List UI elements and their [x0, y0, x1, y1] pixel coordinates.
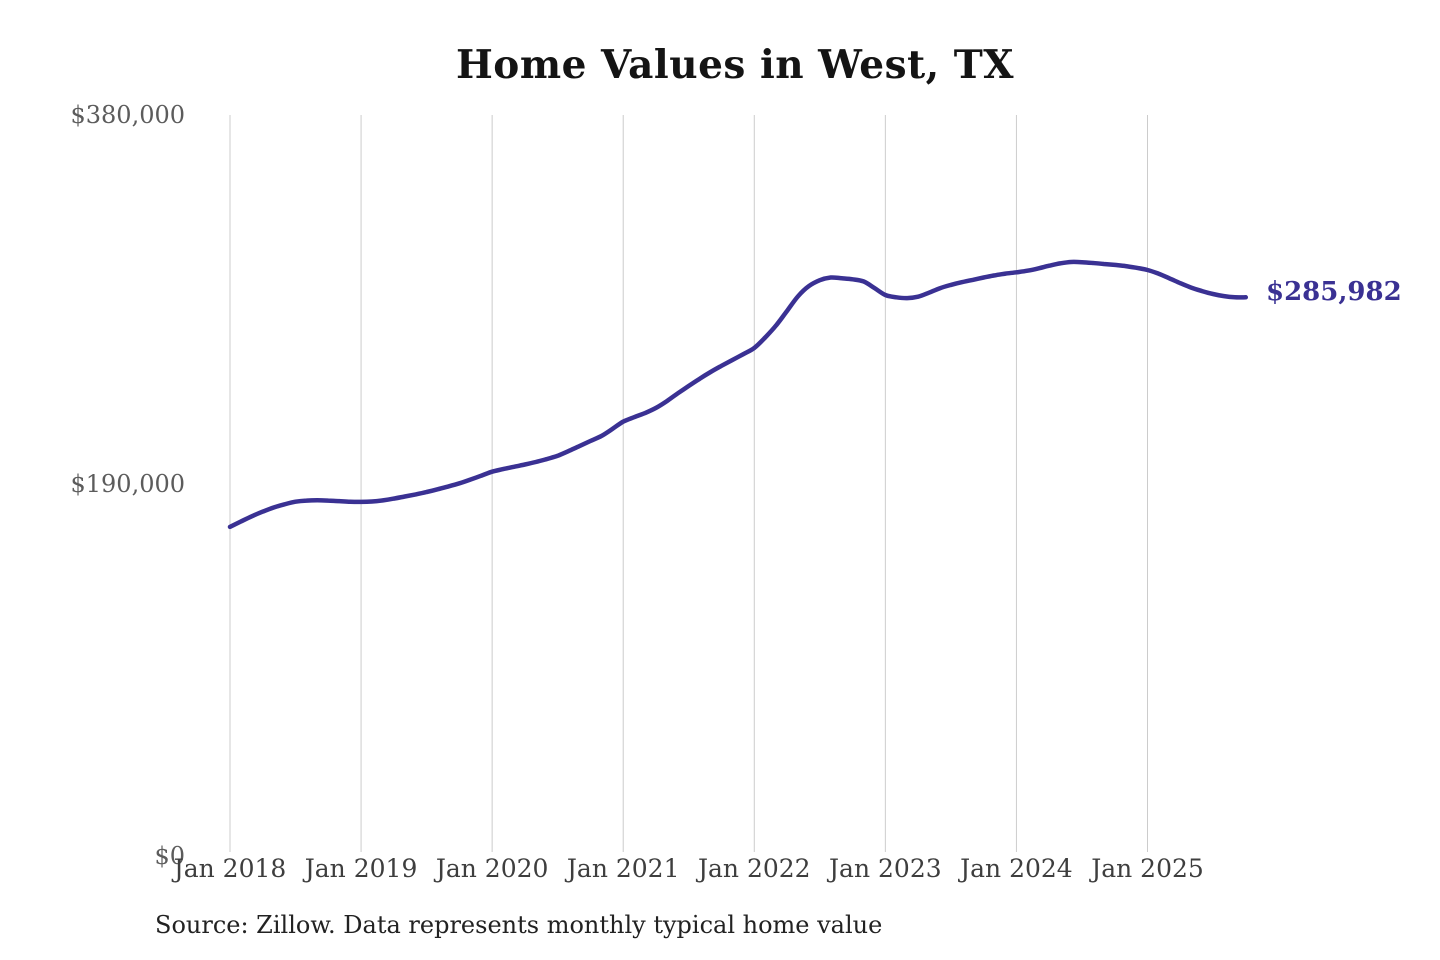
x-axis-label-jan-2022: Jan 2022 [697, 854, 811, 883]
chart-title: Home Values in West, TX [455, 42, 1015, 88]
source-note: Source: Zillow. Data represents monthly … [155, 911, 883, 939]
x-axis-label-jan-2020: Jan 2020 [435, 854, 549, 883]
y-axis-label-380000: $380,000 [70, 101, 185, 129]
x-axis-label-jan-2025: Jan 2025 [1091, 854, 1204, 883]
x-axis-label-jan-2024: Jan 2024 [960, 854, 1073, 883]
y-axis-label-0: $0 [154, 842, 185, 870]
y-axis-label-190000: $190,000 [70, 470, 185, 498]
end-value-label: $285,982 [1266, 277, 1402, 307]
x-axis-label-jan-2021: Jan 2021 [566, 854, 680, 883]
x-axis-label-jan-2019: Jan 2019 [304, 854, 418, 883]
x-axis-label-jan-2023: Jan 2023 [829, 854, 942, 883]
x-axis-label-jan-2018: Jan 2018 [173, 854, 287, 883]
home-value-line [227, 259, 1249, 530]
